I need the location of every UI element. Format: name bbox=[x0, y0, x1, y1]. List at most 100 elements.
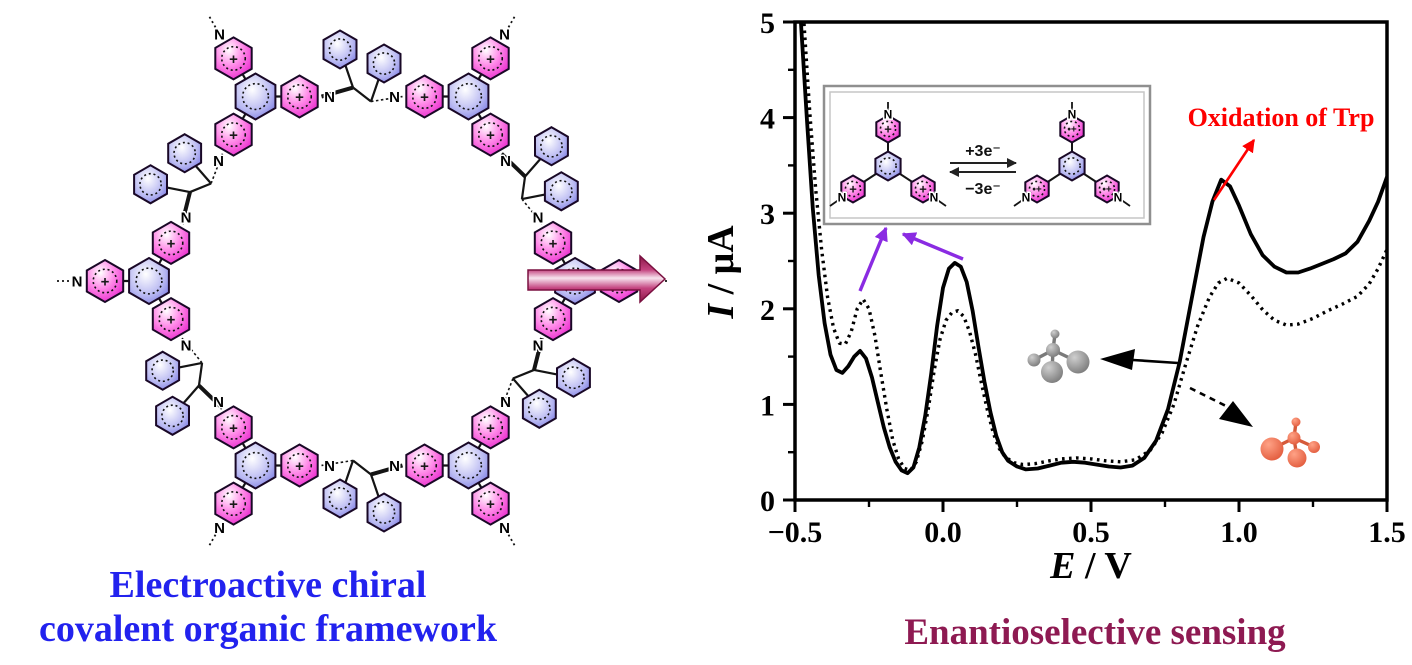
ring-layer: ++++++++++++++++++ bbox=[85, 29, 639, 533]
benzene-core-hexagon bbox=[874, 150, 902, 182]
pyridinium-hexagon bbox=[471, 112, 510, 157]
oxidation-arrow bbox=[1212, 138, 1256, 201]
bond bbox=[370, 95, 403, 103]
phenyl-ring bbox=[556, 357, 591, 398]
benzene-core-hexagon bbox=[128, 256, 170, 306]
aromatic-dotted-circle bbox=[372, 501, 396, 524]
benzene-core-hexagon bbox=[234, 72, 277, 121]
y-tick-label: 4 bbox=[760, 103, 775, 136]
gray-enantiomer-molecule bbox=[1027, 329, 1090, 383]
benzene-core-ring bbox=[1058, 150, 1086, 182]
pyridinium-ring: + bbox=[405, 443, 444, 488]
aromatic-dotted-circle bbox=[879, 157, 897, 175]
bond bbox=[1119, 198, 1131, 207]
charge-label: + bbox=[295, 458, 304, 475]
pyridinium-hexagon bbox=[840, 174, 866, 204]
molecule-ball bbox=[1291, 417, 1301, 427]
aromatic-dotted-circle bbox=[173, 141, 197, 165]
charge-label: + bbox=[229, 127, 238, 144]
charge-label: + bbox=[884, 122, 892, 137]
phenyl-hexagon bbox=[543, 171, 579, 212]
aromatic-dotted-circle bbox=[241, 82, 270, 111]
pyridinium-ring: + bbox=[214, 36, 253, 81]
reverse-electrons-label: −3e⁻ bbox=[965, 181, 1001, 198]
charge-label: + bbox=[167, 235, 176, 252]
inset-structure-oxidized: ++ +NN N bbox=[829, 102, 947, 207]
nitrogen-label: N bbox=[500, 394, 511, 411]
nitrogen-label: N bbox=[214, 520, 225, 537]
nitrogen-label: N bbox=[1068, 107, 1077, 121]
aromatic-dotted-circle bbox=[411, 83, 438, 110]
charge-label: •+ bbox=[1032, 185, 1042, 196]
aromatic-dotted-circle bbox=[477, 414, 504, 440]
forward-electrons-label: +3e⁻ bbox=[965, 143, 1001, 160]
benzene-core-hexagon bbox=[234, 441, 277, 490]
bond bbox=[210, 153, 224, 184]
phenyl-ring bbox=[167, 133, 203, 174]
phenyl-ring bbox=[145, 350, 181, 391]
charge-label: + bbox=[229, 51, 238, 68]
bond bbox=[500, 152, 527, 178]
bond bbox=[321, 459, 354, 467]
inset-structure-reduced: •+•+ •+NN N bbox=[1013, 102, 1131, 207]
aromatic-dotted-circle bbox=[241, 451, 270, 480]
bond bbox=[207, 13, 217, 28]
aromatic-dotted-circle bbox=[1063, 120, 1081, 138]
aromatic-dotted-circle bbox=[477, 491, 504, 517]
aromatic-dotted-circle bbox=[411, 452, 438, 479]
benzene-core-ring bbox=[128, 256, 170, 306]
molecule-ball bbox=[1041, 361, 1063, 383]
pyridinium-hexagon bbox=[405, 74, 444, 119]
benzene-core-hexagon bbox=[447, 72, 490, 121]
bond bbox=[181, 337, 203, 364]
pyridinium-ring: + bbox=[151, 220, 191, 266]
inset-inner-border bbox=[829, 91, 1145, 219]
aromatic-dotted-circle bbox=[1063, 157, 1081, 175]
nitrogen-label: N bbox=[181, 337, 192, 354]
pyridinium-ring: + bbox=[471, 481, 510, 526]
pyridinium-ring: •+ bbox=[1094, 174, 1120, 204]
pyridinium-ring: + bbox=[910, 174, 936, 204]
nitrogen-label: N bbox=[533, 209, 544, 226]
x-tick-label: 0.5 bbox=[1072, 516, 1110, 549]
phenyl-ring bbox=[366, 492, 402, 533]
bond bbox=[189, 182, 212, 194]
pyridinium-hexagon bbox=[875, 114, 901, 144]
pyridinium-ring: + bbox=[214, 112, 253, 157]
benzene-core-ring bbox=[234, 441, 277, 490]
molecule-ball bbox=[1066, 350, 1090, 374]
benzene-core-ring bbox=[234, 72, 277, 121]
nitrogen-label: N bbox=[499, 520, 510, 537]
aromatic-dotted-circle bbox=[158, 306, 184, 332]
aromatic-dotted-circle bbox=[540, 230, 566, 256]
nitrogen-label: N bbox=[533, 337, 544, 354]
phenyl-hexagon bbox=[322, 29, 358, 70]
nitrogen-label: N bbox=[499, 27, 510, 44]
pyridinium-hexagon bbox=[471, 36, 510, 81]
bond bbox=[197, 362, 204, 386]
aromatic-dotted-circle bbox=[286, 452, 313, 479]
aromatic-dotted-circle bbox=[220, 414, 247, 440]
aromatic-dotted-circle bbox=[540, 134, 563, 158]
benzene-core-ring bbox=[447, 441, 490, 490]
transformation-arrow-icon bbox=[527, 254, 667, 304]
aromatic-dotted-circle bbox=[549, 179, 573, 203]
pyridinium-hexagon bbox=[280, 443, 319, 488]
benzene-core-ring bbox=[447, 72, 490, 121]
y-tick-label: 1 bbox=[760, 389, 775, 422]
oxidation-of-trp-label: Oxidation of Trp bbox=[1188, 103, 1375, 132]
nitrogen-label: N bbox=[930, 190, 939, 204]
cof-hexagonal-macrocycle: ++++++++++++++++++NNNNNNNNNNNNNNNNNN bbox=[54, 13, 670, 549]
charge-label: + bbox=[549, 312, 558, 329]
y-axis-title: I / μA bbox=[700, 225, 742, 320]
phenyl-ring bbox=[322, 478, 358, 519]
bond bbox=[829, 198, 841, 207]
pyridinium-hexagon bbox=[214, 405, 253, 450]
charge-label: •+ bbox=[1102, 185, 1112, 196]
aromatic-dotted-circle bbox=[372, 52, 396, 75]
phenyl-hexagon bbox=[167, 133, 203, 174]
charge-label: + bbox=[420, 89, 429, 106]
pyridinium-ring: + bbox=[151, 296, 191, 342]
phenyl-ring bbox=[155, 395, 190, 436]
